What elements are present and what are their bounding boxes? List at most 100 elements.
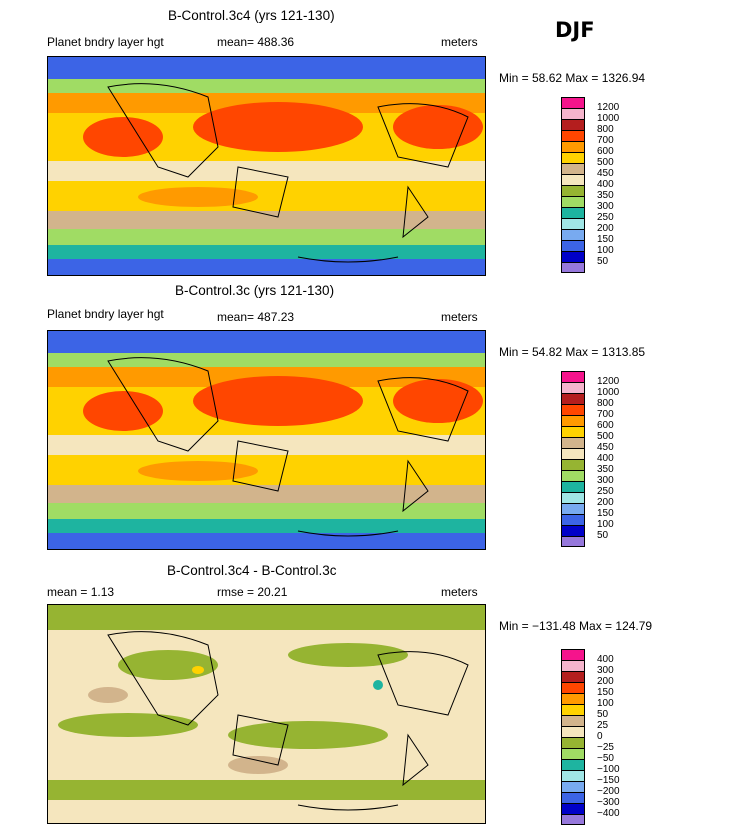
legend-label: 1200 <box>597 102 620 113</box>
panel-1-mean: mean= 488.36 <box>217 35 295 49</box>
legend-label: 400 <box>597 654 614 665</box>
panel-1-title: B-Control.3c4 (yrs 121-130) <box>168 8 335 23</box>
legend-label: 800 <box>597 398 614 409</box>
legend-swatch <box>561 748 585 759</box>
legend-label: 800 <box>597 124 614 135</box>
legend-swatch <box>561 163 585 174</box>
legend-label: 0 <box>597 731 603 742</box>
legend-swatch <box>561 251 585 262</box>
legend-label: 200 <box>597 223 614 234</box>
legend-label: 450 <box>597 442 614 453</box>
panel-3-map <box>47 604 486 824</box>
legend-label: 25 <box>597 720 609 731</box>
panel-1-units: meters <box>441 35 478 49</box>
legend-label: 400 <box>597 179 614 190</box>
legend-swatch <box>561 503 585 514</box>
legend-label: 150 <box>597 508 614 519</box>
legend-swatch <box>561 371 585 382</box>
legend-swatch <box>561 119 585 130</box>
panel-1-map <box>47 56 486 276</box>
legend-label: 100 <box>597 245 614 256</box>
legend-swatch <box>561 481 585 492</box>
legend-swatch <box>561 759 585 770</box>
panel-2-title: B-Control.3c (yrs 121-130) <box>175 283 335 298</box>
legend-swatch <box>561 715 585 726</box>
legend-swatch <box>561 141 585 152</box>
legend-swatch <box>561 262 585 273</box>
legend-label: 50 <box>597 709 609 720</box>
legend-swatch <box>561 218 585 229</box>
legend-label: −25 <box>597 742 614 753</box>
legend-label: 1000 <box>597 113 620 124</box>
legend-swatch <box>561 426 585 437</box>
panel-1-legend <box>561 97 585 273</box>
legend-label: −50 <box>597 753 614 764</box>
legend-swatch <box>561 448 585 459</box>
panel-3-legend <box>561 649 585 825</box>
panel-3-minmax: Min = −131.48 Max = 124.79 <box>499 619 653 633</box>
legend-swatch <box>561 536 585 547</box>
panel-2-minmax: Min = 54.82 Max = 1313.85 <box>499 345 646 359</box>
legend-swatch <box>561 382 585 393</box>
legend-label: 200 <box>597 676 614 687</box>
legend-label: 50 <box>597 256 609 267</box>
legend-swatch <box>561 415 585 426</box>
legend-label: −400 <box>597 808 620 819</box>
legend-swatch <box>561 437 585 448</box>
legend-swatch <box>561 196 585 207</box>
legend-swatch <box>561 130 585 141</box>
legend-swatch <box>561 393 585 404</box>
legend-label: 150 <box>597 687 614 698</box>
legend-swatch <box>561 470 585 481</box>
panel-2-variable: Planet bndry layer hgt <box>47 307 164 321</box>
legend-label: −300 <box>597 797 620 808</box>
panel-3-title: B-Control.3c4 - B-Control.3c <box>167 563 337 578</box>
legend-label: −150 <box>597 775 620 786</box>
legend-label: 300 <box>597 665 614 676</box>
legend-swatch <box>561 693 585 704</box>
legend-swatch <box>561 229 585 240</box>
legend-label: 200 <box>597 497 614 508</box>
panel-2-legend <box>561 371 585 547</box>
legend-label: 100 <box>597 698 614 709</box>
legend-swatch <box>561 792 585 803</box>
season-label: DJF <box>555 18 595 42</box>
legend-swatch <box>561 97 585 108</box>
legend-swatch <box>561 207 585 218</box>
legend-swatch <box>561 152 585 163</box>
legend-swatch <box>561 726 585 737</box>
legend-swatch <box>561 737 585 748</box>
legend-swatch <box>561 404 585 415</box>
legend-label: 600 <box>597 146 614 157</box>
legend-swatch <box>561 770 585 781</box>
legend-label: 100 <box>597 519 614 530</box>
legend-swatch <box>561 781 585 792</box>
legend-label: 300 <box>597 201 614 212</box>
panel-3-rmse: rmse = 20.21 <box>217 585 288 599</box>
legend-swatch <box>561 814 585 825</box>
panel-3-units: meters <box>441 585 478 599</box>
legend-swatch <box>561 459 585 470</box>
panel-1-minmax: Min = 58.62 Max = 1326.94 <box>499 71 646 85</box>
legend-label: 600 <box>597 420 614 431</box>
legend-label: 1000 <box>597 387 620 398</box>
legend-swatch <box>561 649 585 660</box>
legend-label: 300 <box>597 475 614 486</box>
legend-label: 700 <box>597 409 614 420</box>
legend-swatch <box>561 525 585 536</box>
legend-swatch <box>561 671 585 682</box>
legend-label: −200 <box>597 786 620 797</box>
legend-label: 400 <box>597 453 614 464</box>
legend-label: 250 <box>597 486 614 497</box>
panel-2-units: meters <box>441 310 478 324</box>
legend-label: 250 <box>597 212 614 223</box>
legend-swatch <box>561 682 585 693</box>
legend-label: 50 <box>597 530 609 541</box>
legend-swatch <box>561 514 585 525</box>
legend-label: −100 <box>597 764 620 775</box>
panel-2-map <box>47 330 486 550</box>
panel-1-variable: Planet bndry layer hgt <box>47 35 164 49</box>
legend-label: 700 <box>597 135 614 146</box>
panel-2-mean: mean= 487.23 <box>217 310 295 324</box>
legend-swatch <box>561 108 585 119</box>
